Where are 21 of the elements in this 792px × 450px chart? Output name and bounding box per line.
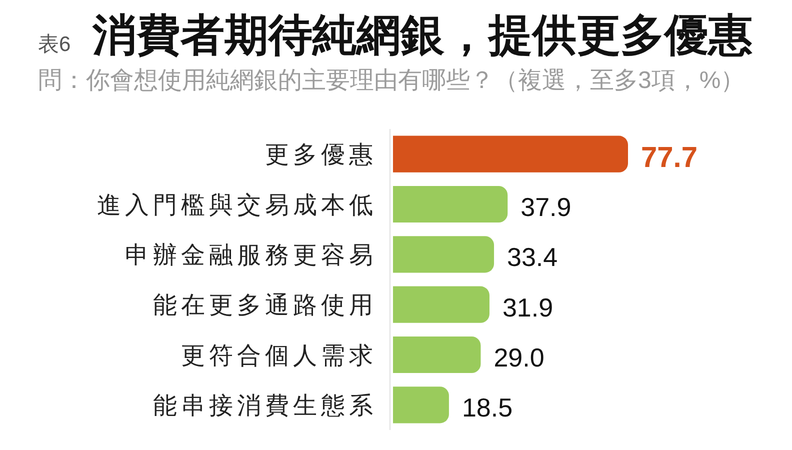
y-tick-label: 能串接消費生態系	[153, 392, 377, 420]
y-tick-label: 申辦金融服務更容易	[125, 242, 377, 269]
y-tick-label: 進入門檻與交易成本低	[97, 192, 377, 219]
bar	[393, 286, 490, 323]
data-label: 77.7	[641, 142, 698, 174]
data-label: 33.4	[507, 242, 558, 272]
text: 表6	[38, 33, 71, 56]
data-label: 29.0	[494, 342, 544, 372]
y-tick-label: 更符合個人需求	[181, 342, 377, 370]
chart-subtitle: 問：你會想使用純網銀的主要理由有哪些？（複選，至多3項，%）	[38, 67, 745, 94]
bar	[393, 186, 508, 223]
y-tick-label: 能在更多通路使用	[153, 292, 377, 320]
y-tick-label: 更多優惠	[265, 142, 377, 169]
bar	[393, 386, 449, 424]
data-label: 37.9	[520, 192, 572, 222]
chart-title: 消費者期待純網銀，提供更多優惠	[92, 11, 753, 60]
bar	[393, 136, 628, 172]
data-label: 18.5	[462, 392, 513, 423]
bar	[393, 336, 481, 374]
data-label: 31.9	[502, 292, 554, 322]
bar	[393, 236, 494, 273]
